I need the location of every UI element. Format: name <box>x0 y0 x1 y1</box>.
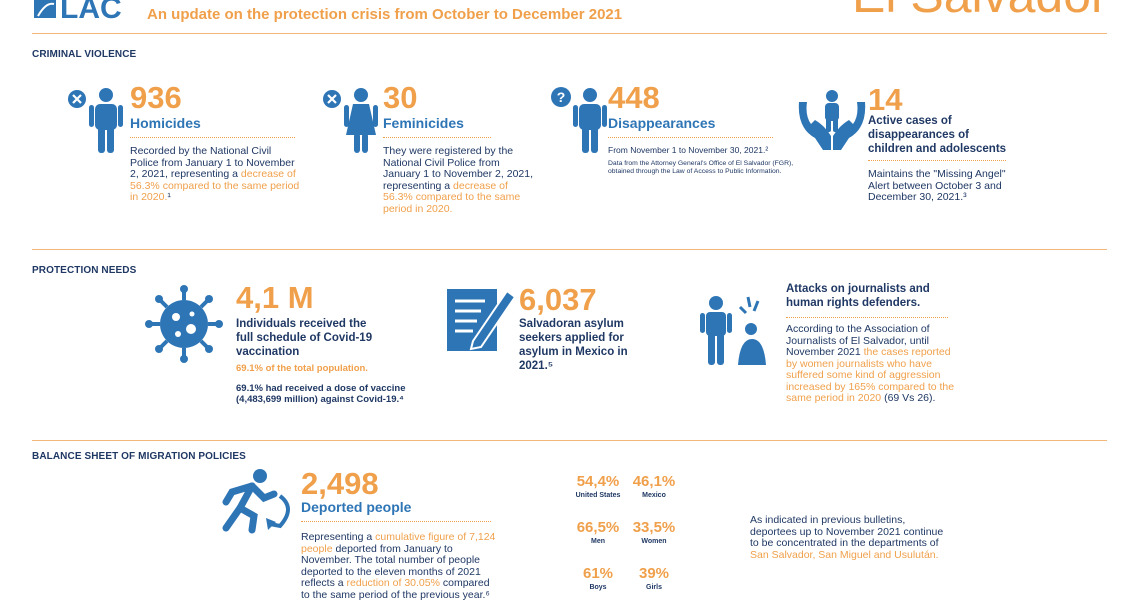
stat-label: Deported people <box>301 499 412 515</box>
dotted-rule <box>383 137 491 138</box>
svg-text:?: ? <box>557 89 566 105</box>
dotted-rule <box>130 137 295 138</box>
divider <box>32 440 1107 441</box>
stat-text: Maintains the "Missing Angel" Alert betw… <box>868 168 1006 203</box>
section-title: CRIMINAL VIOLENCE <box>32 49 137 60</box>
stat-label: United States <box>575 492 621 499</box>
country-title: El Salvador <box>852 0 1108 24</box>
stat-value: 66,5% <box>576 519 620 536</box>
logo-icon <box>34 0 56 18</box>
highlight-text: cumulative figure of 7,124 people <box>301 531 496 555</box>
text-segment: deported from January to November. The t… <box>301 542 481 589</box>
stat-number: 14 <box>868 82 903 117</box>
stat-label: Individuals received the full schedule o… <box>236 318 373 358</box>
text-segment: Recorded by the National Civil Police fr… <box>130 145 295 180</box>
stat-text: According to the Association of Journali… <box>786 323 956 405</box>
highlight-text: San Salvador, San Miguel and Usulután. <box>750 548 939 561</box>
stat-text: They were registered by the National Civ… <box>383 145 535 215</box>
stat-number: 2,498 <box>301 466 379 501</box>
stat-label: Attacks on journalists and human rights … <box>786 283 930 309</box>
highlight-text: decrease of 56.3% compared to the same p… <box>383 179 521 215</box>
stat-number: 6,037 <box>519 282 597 317</box>
text-segment: (69 Vs 26). <box>881 392 936 404</box>
deportee-note: As indicated in previous bulletins, depo… <box>750 514 945 561</box>
dotted-rule <box>301 521 491 522</box>
stat-number: 448 <box>608 80 660 115</box>
logo-text: LAC <box>60 0 122 25</box>
highlight-text: the cases reported by women journalists … <box>786 346 955 404</box>
text-segment: As indicated in previous bulletins, depo… <box>750 514 944 549</box>
stat-note: Data from the Attorney General's Office … <box>608 160 794 175</box>
stat-label: Salvadoran asylum seekers applied for as… <box>519 318 628 372</box>
stat-label: Disappearances <box>608 115 716 131</box>
hands-icon <box>798 90 866 150</box>
stat-value: 39% <box>638 565 670 582</box>
stat-label: Girls <box>646 584 662 591</box>
section-title: PROTECTION NEEDS <box>32 265 137 276</box>
text-segment: According to the Association of Journali… <box>786 323 930 358</box>
stat-label: Homicides <box>130 115 201 131</box>
stat-text: 69.1% had received a dose of vaccine (4,… <box>236 383 406 405</box>
document-icon <box>447 289 517 351</box>
dotted-rule <box>786 317 948 318</box>
virus-icon <box>145 285 223 363</box>
disappearance-icon: ? <box>551 87 607 153</box>
deportation-icon <box>222 469 290 534</box>
subtitle: An update on the protection crisis from … <box>147 6 623 23</box>
stat-value: 33,5% <box>632 519 676 536</box>
stat-label: Men <box>591 538 605 545</box>
divider <box>32 33 1107 34</box>
divider <box>32 249 1107 250</box>
feminicide-icon <box>323 88 378 153</box>
homicide-icon <box>68 88 123 153</box>
journalists-icon <box>700 296 766 365</box>
dotted-rule <box>868 160 1006 161</box>
text-segment: They were registered by the National Civ… <box>383 145 534 192</box>
stat-label: Active cases of disappearances of childr… <box>868 115 1007 155</box>
stat-text: From November 1 to November 30, 2021.² <box>608 145 769 155</box>
stat-value: 61% <box>582 565 614 582</box>
stat-value: 54,4% <box>576 473 620 490</box>
stat-number: 936 <box>130 80 182 115</box>
stat-text: Representing a cumulative figure of 7,12… <box>301 531 497 601</box>
stat-highlight: 69.1% of the total population. <box>236 363 368 374</box>
stat-text: Recorded by the National Civil Police fr… <box>130 145 302 204</box>
stat-number: 30 <box>383 80 418 115</box>
stat-label: Women <box>641 538 667 545</box>
highlight-text: reduction of 30.05% <box>346 577 440 589</box>
stat-label: Boys <box>589 584 607 591</box>
dotted-rule <box>608 137 773 138</box>
highlight-text: decrease of 56.3% compared to the same p… <box>130 168 300 203</box>
stat-label: Feminicides <box>383 115 464 131</box>
section-title: BALANCE SHEET OF MIGRATION POLICIES <box>32 451 246 462</box>
stat-label: Mexico <box>642 492 666 499</box>
text-segment: Representing a <box>301 531 376 543</box>
stat-value: 46,1% <box>632 473 676 490</box>
stat-number: 4,1 M <box>236 280 314 315</box>
text-segment: ¹ <box>167 191 171 203</box>
